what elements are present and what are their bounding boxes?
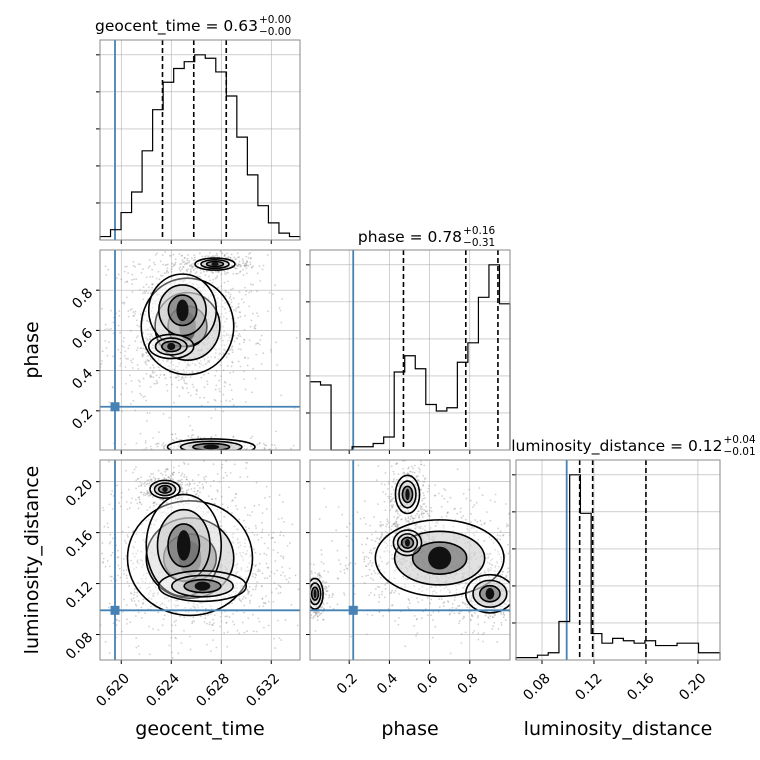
contour-level-0 <box>310 577 324 610</box>
contour-level-0 <box>394 474 421 515</box>
density-peak <box>404 538 411 547</box>
contour-level-0 <box>145 493 223 598</box>
title-geocent-time: geocent_time = 0.63 +0.00−0.00 <box>95 14 291 38</box>
histogram-panel-phase <box>306 249 511 454</box>
y-axis-label-luminosity-distance: luminosity_distance <box>21 466 43 655</box>
histogram-panel-geocent-time <box>96 39 301 244</box>
contour-level-0 <box>140 277 235 376</box>
histogram-phase-frame <box>309 249 511 451</box>
scatter-panel-phase-vs-geocent-time <box>96 249 301 454</box>
histogram-step-phase <box>309 264 511 451</box>
density-peak <box>194 581 211 591</box>
contour-level-0 <box>392 529 423 557</box>
title-lower-error: −0.31 <box>463 237 495 249</box>
x-tick-label-luminosity-distance: 0.20 <box>676 670 709 703</box>
density-layer <box>100 460 300 660</box>
y-tick-label-luminosity-distance: 0.16 <box>63 528 96 561</box>
contour-level-0 <box>194 257 236 271</box>
x-tick-label-phase: 0.6 <box>414 670 441 697</box>
scatter-frame <box>309 459 511 661</box>
y-tick-label-phase: 0.6 <box>69 325 96 352</box>
y-tick-label-luminosity-distance: 0.20 <box>63 477 96 510</box>
truth-marker <box>110 402 120 412</box>
scatter-frame <box>99 459 301 661</box>
x-tick-label-geocent-time: 0.624 <box>143 670 183 710</box>
histogram-luminosity-distance-frame <box>515 459 721 661</box>
scatter-panel-luminosity-distance-vs-phase <box>306 459 511 664</box>
x-tick-label-luminosity-distance: 0.16 <box>624 670 657 703</box>
y-tick-label-phase: 0.8 <box>69 285 96 312</box>
truth-marker <box>348 605 358 615</box>
title-value: geocent_time = 0.63 <box>95 17 258 36</box>
scatter-frame <box>99 249 301 451</box>
density-peak <box>211 262 219 266</box>
x-tick-label-geocent-time: 0.620 <box>93 670 133 710</box>
density-peak <box>428 546 452 570</box>
x-tick-label-luminosity-distance: 0.12 <box>572 670 605 703</box>
histogram-panel-luminosity-distance <box>512 459 721 664</box>
contour-level-0 <box>166 438 256 450</box>
x-tick-label-phase: 0.4 <box>374 670 401 697</box>
y-tick-label-phase: 0.4 <box>69 366 96 393</box>
x-axis-label-phase: phase <box>381 718 438 740</box>
title-value: luminosity_distance = 0.12 <box>511 437 722 456</box>
density-peak <box>177 530 191 561</box>
title-upper-error: +0.00 <box>259 14 291 26</box>
title-phase: phase = 0.78 +0.16−0.31 <box>358 225 496 249</box>
density-peak <box>313 589 317 599</box>
density-peak <box>485 588 495 600</box>
title-upper-error: +0.16 <box>463 225 495 237</box>
density-peak <box>176 299 189 322</box>
density-layer <box>100 250 300 450</box>
x-tick-label-geocent-time: 0.632 <box>243 670 283 710</box>
x-tick-label-phase: 0.8 <box>454 670 481 697</box>
x-axis-label-luminosity-distance: luminosity_distance <box>524 718 713 740</box>
contour-level-0 <box>147 333 195 360</box>
title-lower-error: −0.01 <box>724 446 756 458</box>
contour-level-0 <box>464 573 510 614</box>
title-value: phase = 0.78 <box>358 228 462 246</box>
x-tick-label-luminosity-distance: 0.08 <box>520 670 553 703</box>
x-axis-label-geocent-time: geocent_time <box>135 718 264 740</box>
x-tick-label-geocent-time: 0.628 <box>193 670 233 710</box>
truth-marker <box>110 605 120 615</box>
density-peak <box>203 444 220 450</box>
contour-level-0 <box>157 570 248 603</box>
contour-level-0 <box>149 479 181 500</box>
contour-level-0 <box>374 519 505 598</box>
title-text: phase = 0.78 <box>358 228 462 246</box>
title-upper-error: +0.04 <box>724 434 756 446</box>
histogram-step-luminosity-distance <box>515 474 721 660</box>
title-lower-error: −0.00 <box>259 26 291 38</box>
contour-level-0 <box>126 499 254 617</box>
y-axis-label-phase: phase <box>21 321 43 378</box>
density-layer <box>310 460 510 655</box>
density-peak <box>405 488 410 501</box>
x-tick-label-phase: 0.2 <box>334 670 361 697</box>
density-peak <box>162 486 168 492</box>
y-tick-label-luminosity-distance: 0.12 <box>63 579 96 612</box>
title-luminosity-distance: luminosity_distance = 0.12 +0.04−0.01 <box>511 434 756 458</box>
scatter-panel-luminosity-distance-vs-geocent-time <box>96 459 301 664</box>
title-text: geocent_time = 0.63 <box>95 17 258 36</box>
density-peak <box>167 342 176 351</box>
histogram-step-geocent-time <box>99 54 301 240</box>
title-text: luminosity_distance = 0.12 <box>511 437 722 456</box>
histogram-geocent-time-frame <box>99 39 301 241</box>
y-tick-label-phase: 0.2 <box>69 406 96 433</box>
y-tick-label-luminosity-distance: 0.08 <box>63 630 96 663</box>
